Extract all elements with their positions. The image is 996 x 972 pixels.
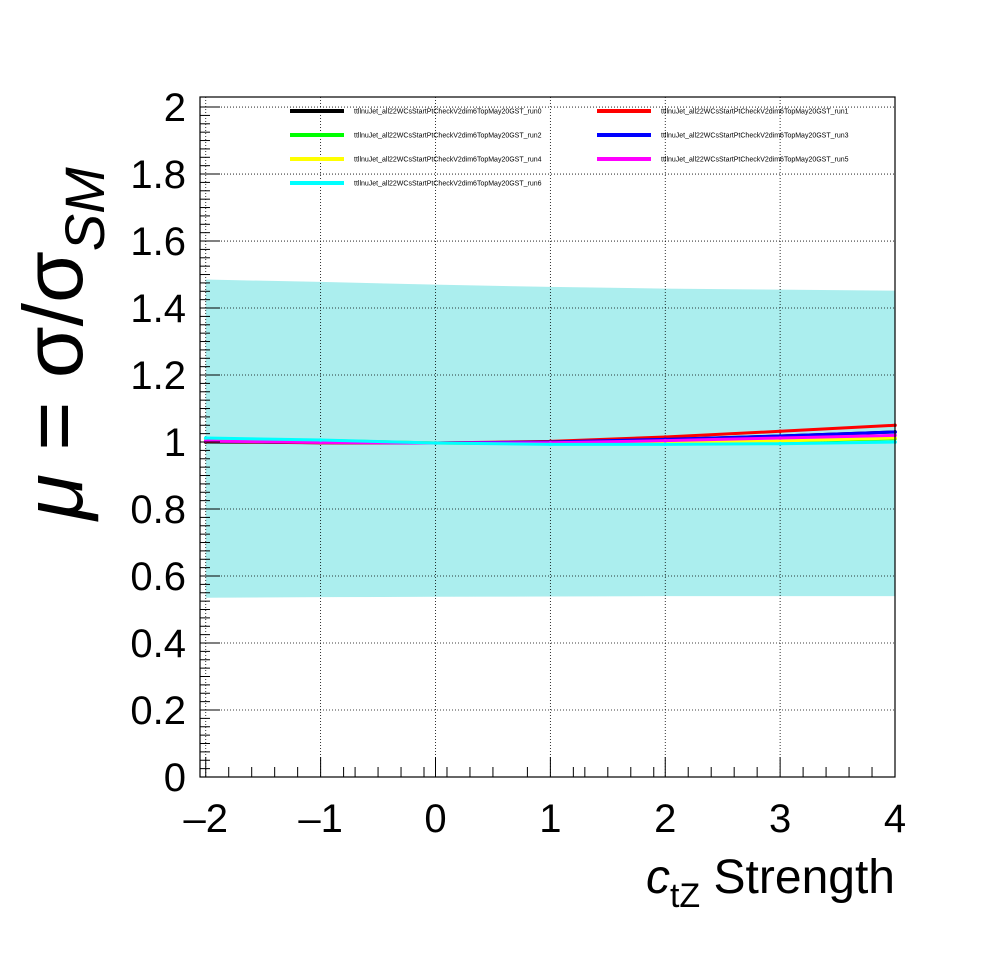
tick-layer: –2 –1 0 1 2 3 4 0 0.2 0.4 0.6 0.8 1 1.2 1.4 1.6 1.8 2 xyxy=(130,86,906,841)
legend-label: ttllnuJet_all22WCsStartPtCheckV2dim6TopM… xyxy=(354,157,542,164)
y-tick-label: 1.8 xyxy=(130,153,186,197)
y-tick-label: 0.2 xyxy=(130,689,186,733)
data-point-run6 xyxy=(203,436,208,440)
legend: ttllnuJet_all22WCsStartPtCheckV2dim6TopM… xyxy=(290,109,849,188)
y-axis-title: μ = σ/σSM xyxy=(6,167,116,522)
legend-label: ttllnuJet_all22WCsStartPtCheckV2dim6TopM… xyxy=(354,181,542,188)
data-point-run5 xyxy=(663,438,668,443)
y-tick-label: 0.6 xyxy=(130,555,186,599)
y-axis-title-eq: = σ/σ xyxy=(6,251,100,474)
x-tick-label: –1 xyxy=(298,797,343,841)
x-tick-label: 4 xyxy=(884,797,906,841)
x-tick-label: 2 xyxy=(654,797,676,841)
data-point-run6 xyxy=(318,438,323,442)
x-axis-title-suffix: Strength xyxy=(700,851,895,904)
y-axis-title-mu: μ xyxy=(6,474,100,522)
data-point-run4 xyxy=(778,439,782,443)
x-tick-label: 0 xyxy=(424,797,446,841)
uncertainty-band-layer xyxy=(205,279,896,598)
uncertainty-band xyxy=(205,279,896,598)
y-tick-label: 0.4 xyxy=(130,622,186,666)
plot-frame xyxy=(199,96,896,778)
legend-label: ttllnuJet_all22WCsStartPtCheckV2dim6TopM… xyxy=(661,157,849,164)
y-tick-label: 0.8 xyxy=(130,488,186,532)
x-tick-label: 1 xyxy=(539,797,561,841)
y-axis-title-sub: SM xyxy=(53,167,116,251)
y-tick-label: 1.6 xyxy=(130,220,186,264)
y-tick-label: 0 xyxy=(164,756,186,800)
data-point-run6 xyxy=(548,442,553,447)
x-tick-label: –2 xyxy=(183,797,228,841)
data-point-run6 xyxy=(433,441,438,445)
data-point-run6 xyxy=(778,441,782,446)
y-tick-label: 1.2 xyxy=(130,354,186,398)
data-point-run5 xyxy=(778,436,782,440)
x-axis-title: ctZ Strength xyxy=(646,851,895,915)
legend-label: ttllnuJet_all22WCsStartPtCheckV2dim6TopM… xyxy=(354,133,542,140)
y-tick-label: 2 xyxy=(164,86,186,130)
legend-label: ttllnuJet_all22WCsStartPtCheckV2dim6TopM… xyxy=(661,109,849,116)
y-tick-label: 1.4 xyxy=(130,287,186,331)
x-axis-title-main: c xyxy=(646,851,670,904)
data-point-run6 xyxy=(663,442,668,447)
x-axis-title-sub: tZ xyxy=(670,877,700,915)
legend-label: ttllnuJet_all22WCsStartPtCheckV2dim6TopM… xyxy=(661,133,849,140)
data-point-run1 xyxy=(778,429,782,434)
series-layer xyxy=(203,423,897,447)
x-tick-label: 3 xyxy=(769,797,791,841)
y-tick-label: 1 xyxy=(164,421,186,465)
legend-label: ttllnuJet_all22WCsStartPtCheckV2dim6TopM… xyxy=(354,109,542,116)
